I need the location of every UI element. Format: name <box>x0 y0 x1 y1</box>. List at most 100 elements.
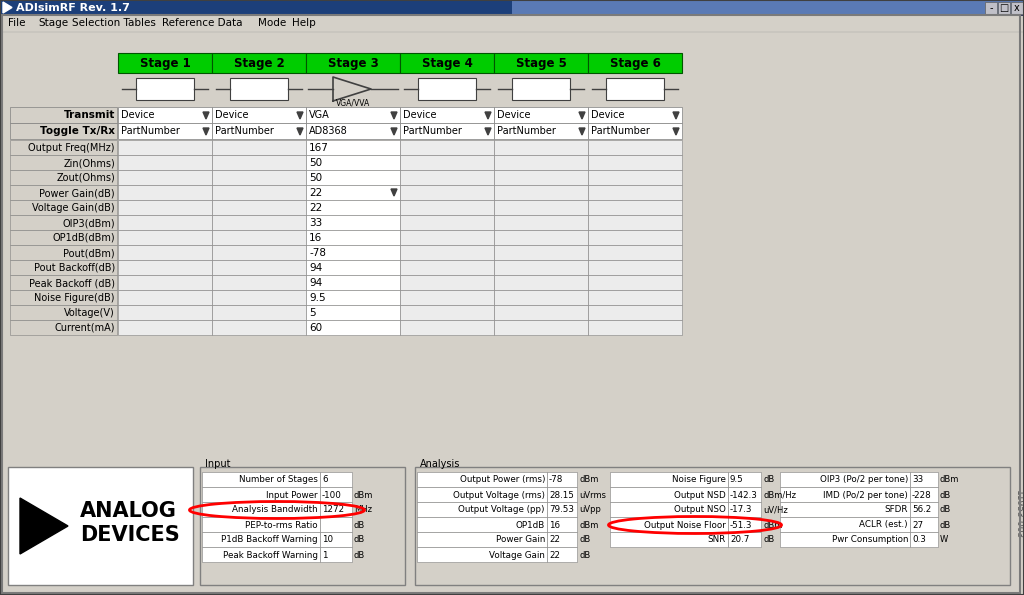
Text: Stage 4: Stage 4 <box>422 57 472 70</box>
Text: dB: dB <box>354 550 366 559</box>
Text: 5: 5 <box>309 308 315 318</box>
Text: 10: 10 <box>322 536 333 544</box>
Text: PEP-to-rms Ratio: PEP-to-rms Ratio <box>246 521 318 530</box>
Bar <box>780 532 910 547</box>
Bar <box>588 275 682 290</box>
Text: -142.3: -142.3 <box>730 490 758 499</box>
Text: dB: dB <box>940 506 951 515</box>
Bar <box>512 78 570 100</box>
Bar <box>494 320 588 335</box>
Bar <box>400 305 494 320</box>
Text: dB: dB <box>763 475 774 484</box>
Bar <box>494 155 588 170</box>
Bar <box>212 200 306 215</box>
Text: 33: 33 <box>912 475 924 484</box>
Bar <box>588 140 682 155</box>
Text: SFDR: SFDR <box>885 506 908 515</box>
Bar <box>547 502 577 517</box>
Text: 60: 60 <box>309 323 323 333</box>
Bar <box>202 532 319 547</box>
Bar <box>400 200 494 215</box>
Bar <box>400 123 494 139</box>
Text: dBm/Hz: dBm/Hz <box>763 490 796 499</box>
Bar <box>118 305 212 320</box>
Bar <box>610 502 728 517</box>
Bar <box>212 245 306 260</box>
Bar <box>494 73 588 105</box>
Text: VGA/VVA: VGA/VVA <box>336 99 370 108</box>
Bar <box>118 290 212 305</box>
Text: PartNumber: PartNumber <box>121 126 180 136</box>
Text: Output Voltage (pp): Output Voltage (pp) <box>459 506 545 515</box>
Bar <box>118 155 212 170</box>
Text: -51.3: -51.3 <box>730 521 753 530</box>
Bar <box>306 185 400 200</box>
Bar <box>306 290 400 305</box>
Bar <box>136 78 194 100</box>
Polygon shape <box>673 128 679 135</box>
Bar <box>494 275 588 290</box>
Polygon shape <box>579 128 585 135</box>
Bar <box>118 275 212 290</box>
Text: Output NSD: Output NSD <box>674 490 726 499</box>
Bar <box>400 170 494 185</box>
Bar <box>118 73 212 105</box>
Text: 22: 22 <box>309 188 323 198</box>
Text: dB: dB <box>579 536 590 544</box>
Bar <box>202 487 319 502</box>
Text: dB: dB <box>763 536 774 544</box>
Bar <box>417 487 547 502</box>
Text: dB: dB <box>940 521 951 530</box>
Text: ACLR (est.): ACLR (est.) <box>859 521 908 530</box>
Text: 94: 94 <box>309 278 323 288</box>
Bar <box>588 290 682 305</box>
Bar <box>400 245 494 260</box>
Bar <box>212 305 306 320</box>
Text: Voltage Gain(dB): Voltage Gain(dB) <box>33 203 115 213</box>
Bar <box>118 170 212 185</box>
Bar <box>417 517 547 532</box>
Text: 50: 50 <box>309 158 323 168</box>
Bar <box>319 487 352 502</box>
Text: 22: 22 <box>549 536 560 544</box>
Bar <box>588 185 682 200</box>
Text: PartNumber: PartNumber <box>591 126 650 136</box>
Bar <box>0 15 1024 32</box>
Bar <box>212 260 306 275</box>
Bar <box>118 123 212 139</box>
Bar <box>306 215 400 230</box>
Text: 1272: 1272 <box>322 506 344 515</box>
Bar <box>10 275 117 290</box>
Bar <box>417 547 547 562</box>
Text: SNR: SNR <box>708 536 726 544</box>
Text: Device: Device <box>215 110 249 120</box>
Text: dBm: dBm <box>579 475 598 484</box>
Bar <box>417 502 547 517</box>
Text: DEVICES: DEVICES <box>80 525 180 545</box>
Bar <box>494 260 588 275</box>
Bar <box>10 290 117 305</box>
Polygon shape <box>297 112 303 119</box>
Text: Analysis: Analysis <box>420 459 461 469</box>
Text: -228: -228 <box>912 490 932 499</box>
Bar <box>319 502 352 517</box>
Bar <box>306 107 400 123</box>
Bar <box>415 467 1010 585</box>
Bar <box>212 290 306 305</box>
Bar <box>306 305 400 320</box>
Bar <box>728 532 761 547</box>
Text: Current(mA): Current(mA) <box>54 323 115 333</box>
Bar <box>10 155 117 170</box>
Bar <box>400 230 494 245</box>
Bar <box>728 487 761 502</box>
Bar <box>306 170 400 185</box>
Text: Noise Figure(dB): Noise Figure(dB) <box>35 293 115 303</box>
Text: Selection Tables: Selection Tables <box>72 18 156 29</box>
Text: Device: Device <box>497 110 530 120</box>
Bar <box>547 517 577 532</box>
Bar <box>306 260 400 275</box>
Text: 33: 33 <box>309 218 323 228</box>
Text: Pout Backoff(dB): Pout Backoff(dB) <box>34 263 115 273</box>
Bar <box>910 532 938 547</box>
Polygon shape <box>673 112 679 119</box>
